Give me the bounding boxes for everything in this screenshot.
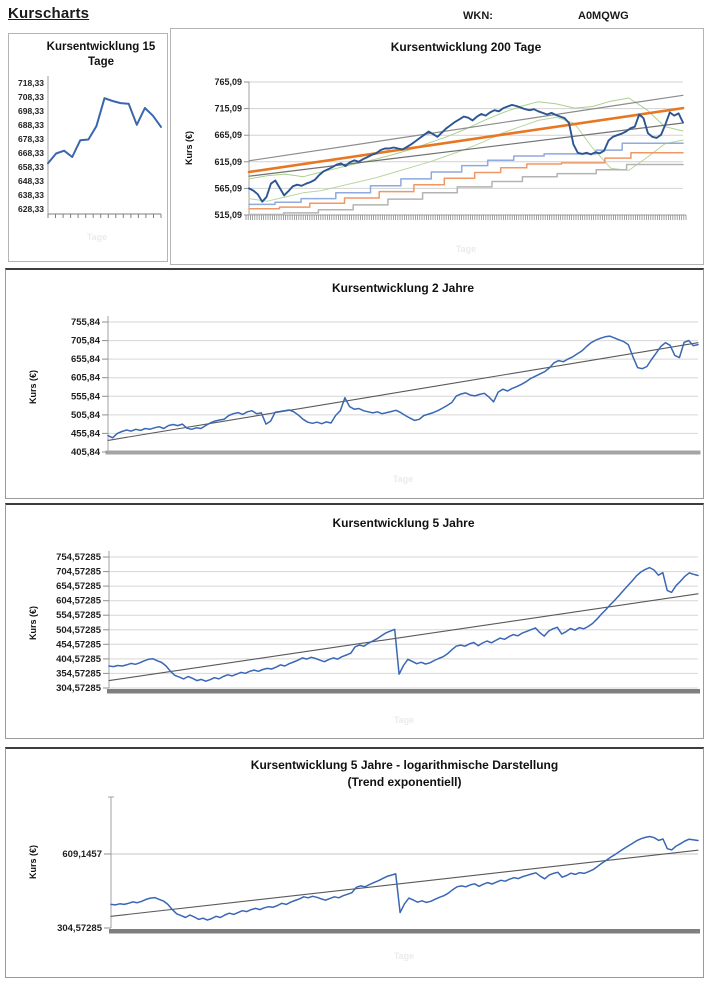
svg-text:455,84: 455,84 bbox=[71, 428, 101, 439]
page-title: Kurscharts bbox=[8, 5, 90, 22]
chart-title-line: Kursentwicklung 15 bbox=[46, 41, 156, 53]
y-axis-title: Kurs (€) bbox=[28, 369, 38, 405]
chart-panel-5-jahre[interactable]: 754,57285 704,57285 654,57285 604,57285 554,… bbox=[5, 503, 704, 739]
svg-text:404,57285: 404,57285 bbox=[56, 654, 102, 665]
svg-text:654,57285: 654,57285 bbox=[56, 581, 102, 592]
svg-text:655,84: 655,84 bbox=[71, 354, 101, 365]
chart-canvas-5-jahre: 754,57285 704,57285 654,57285 604,57285 554,… bbox=[56, 551, 700, 694]
chart-title: Kursentwicklung 15 Tage bbox=[37, 40, 165, 70]
x-axis-watermark: Tage bbox=[393, 951, 415, 961]
chart-panel-15-tage[interactable]: 718,33 708,33 698,33 688,33 678,33 668,33 658,… bbox=[8, 33, 168, 262]
svg-text:304,57285: 304,57285 bbox=[56, 683, 102, 694]
wkn-value: A0MQWG bbox=[578, 10, 629, 22]
chart-canvas-200-tage: 765,09 715,09 665,09 615,09 565,09 515,09 bbox=[214, 77, 687, 220]
svg-text:515,09: 515,09 bbox=[214, 210, 242, 220]
svg-text:665,09: 665,09 bbox=[214, 130, 242, 140]
svg-text:628,33: 628,33 bbox=[18, 204, 44, 214]
chart-canvas-5-jahre-log: 609,1457 304,57285 bbox=[57, 796, 700, 934]
svg-text:555,84: 555,84 bbox=[71, 391, 101, 402]
x-axis-watermark: Tage bbox=[392, 474, 414, 484]
svg-text:638,33: 638,33 bbox=[18, 190, 44, 200]
chart-panel-2-jahre[interactable]: 755,84 705,84 655,84 605,84 555,84 505,84 455,… bbox=[5, 268, 704, 499]
svg-text:658,33: 658,33 bbox=[18, 162, 44, 172]
chart-title-line: Tage bbox=[88, 56, 114, 68]
svg-text:668,33: 668,33 bbox=[18, 148, 44, 158]
chart-title: Kursentwicklung 5 Jahre - logarithmische… bbox=[111, 757, 698, 791]
svg-text:304,57285: 304,57285 bbox=[57, 923, 103, 934]
wkn-label: WKN: bbox=[463, 10, 493, 22]
svg-text:704,57285: 704,57285 bbox=[56, 567, 102, 578]
chart-canvas-2-jahre: 755,84 705,84 655,84 605,84 555,84 505,84 455,… bbox=[71, 316, 701, 458]
svg-text:609,1457: 609,1457 bbox=[62, 849, 102, 860]
chart-title-line: (Trend exponentiell) bbox=[347, 775, 462, 789]
svg-text:698,33: 698,33 bbox=[18, 106, 44, 116]
x-axis-watermark: Tage bbox=[393, 715, 415, 725]
x-axis-watermark: Tage bbox=[455, 244, 477, 254]
svg-text:765,09: 765,09 bbox=[214, 77, 242, 87]
svg-text:504,57285: 504,57285 bbox=[56, 625, 102, 636]
chart-panel-5-jahre-log[interactable]: 609,1457 304,57285 Kursentwicklung 5 Jahr… bbox=[5, 747, 704, 978]
svg-text:354,57285: 354,57285 bbox=[56, 668, 102, 679]
svg-text:718,33: 718,33 bbox=[18, 78, 44, 88]
svg-text:705,84: 705,84 bbox=[71, 336, 101, 347]
svg-text:405,84: 405,84 bbox=[71, 447, 101, 458]
svg-text:648,33: 648,33 bbox=[18, 176, 44, 186]
svg-text:604,57285: 604,57285 bbox=[56, 596, 102, 607]
chart-title: Kursentwicklung 200 Tage bbox=[390, 40, 542, 54]
chart-title-line: Kursentwicklung 5 Jahre - logarithmische… bbox=[250, 758, 559, 772]
svg-text:605,84: 605,84 bbox=[71, 373, 101, 384]
chart-title: Kursentwicklung 2 Jahre bbox=[331, 281, 475, 295]
svg-text:454,57285: 454,57285 bbox=[56, 639, 102, 650]
y-axis-title: Kurs (€) bbox=[184, 130, 194, 166]
svg-text:505,84: 505,84 bbox=[71, 410, 101, 421]
svg-text:715,09: 715,09 bbox=[214, 104, 242, 114]
chart-canvas-15-tage: 718,33 708,33 698,33 688,33 678,33 668,33 658,… bbox=[18, 76, 162, 218]
svg-text:554,57285: 554,57285 bbox=[56, 610, 102, 621]
y-axis-title: Kurs (€) bbox=[28, 605, 38, 641]
svg-text:755,84: 755,84 bbox=[71, 317, 101, 328]
svg-text:678,33: 678,33 bbox=[18, 134, 44, 144]
svg-text:708,33: 708,33 bbox=[18, 92, 44, 102]
svg-text:688,33: 688,33 bbox=[18, 120, 44, 130]
svg-text:615,09: 615,09 bbox=[214, 157, 242, 167]
chart-title: Kursentwicklung 5 Jahre bbox=[332, 516, 475, 530]
x-axis-watermark: Tage bbox=[86, 232, 108, 242]
chart-panel-200-tage[interactable]: 765,09 715,09 665,09 615,09 565,09 515,09 Kur… bbox=[170, 28, 704, 265]
y-axis-title: Kurs (€) bbox=[28, 844, 38, 880]
svg-text:565,09: 565,09 bbox=[214, 183, 242, 193]
svg-text:754,57285: 754,57285 bbox=[56, 552, 102, 563]
